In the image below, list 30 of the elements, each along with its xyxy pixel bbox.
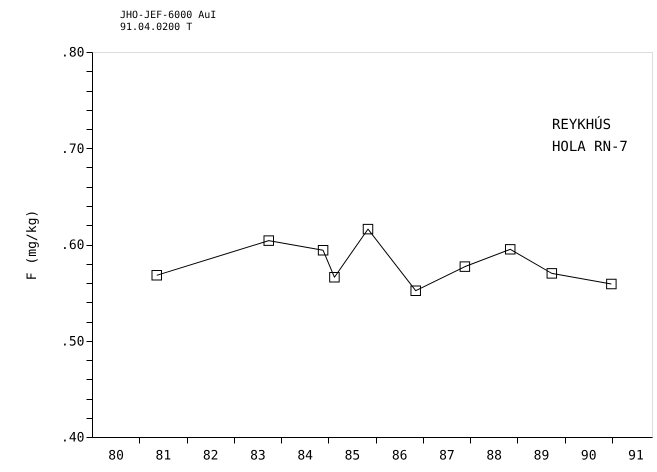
y-tick-label: .40 xyxy=(61,430,84,446)
y-tick-label: .60 xyxy=(61,238,84,253)
annotation: REYKHÚS HOLA RN-7 xyxy=(552,116,628,155)
y-tick-label: .50 xyxy=(61,334,84,350)
point xyxy=(362,224,374,234)
point xyxy=(606,278,617,290)
y-tick-label: .70 xyxy=(61,142,84,157)
point xyxy=(410,285,421,296)
point xyxy=(546,268,558,279)
point xyxy=(460,261,470,272)
x-tick-label: 86 xyxy=(392,448,408,464)
x-tick-label: 81 xyxy=(156,448,172,464)
x-tick-label: 80 xyxy=(108,448,124,464)
x-tick-label: 84 xyxy=(297,448,314,464)
x-tick-label: 88 xyxy=(486,448,502,464)
x-tick-label: 91 xyxy=(628,448,644,464)
point xyxy=(329,272,340,282)
x-tick-label: 90 xyxy=(580,448,597,464)
point xyxy=(264,235,274,246)
x-tick-label: 85 xyxy=(344,448,360,464)
x-tick-label: 89 xyxy=(534,448,550,464)
y-axis-title: F (mg/kg) xyxy=(25,210,40,280)
point xyxy=(152,270,162,281)
point xyxy=(318,245,328,256)
x-tick-label: 87 xyxy=(439,448,455,464)
text: JHO-JEF-6000 AuI 91.04.0200 T xyxy=(120,10,216,33)
y-tick-label: .80 xyxy=(61,46,84,60)
point xyxy=(504,244,516,255)
x-tick-label: 83 xyxy=(250,448,266,464)
x-tick-label: 82 xyxy=(202,448,218,464)
